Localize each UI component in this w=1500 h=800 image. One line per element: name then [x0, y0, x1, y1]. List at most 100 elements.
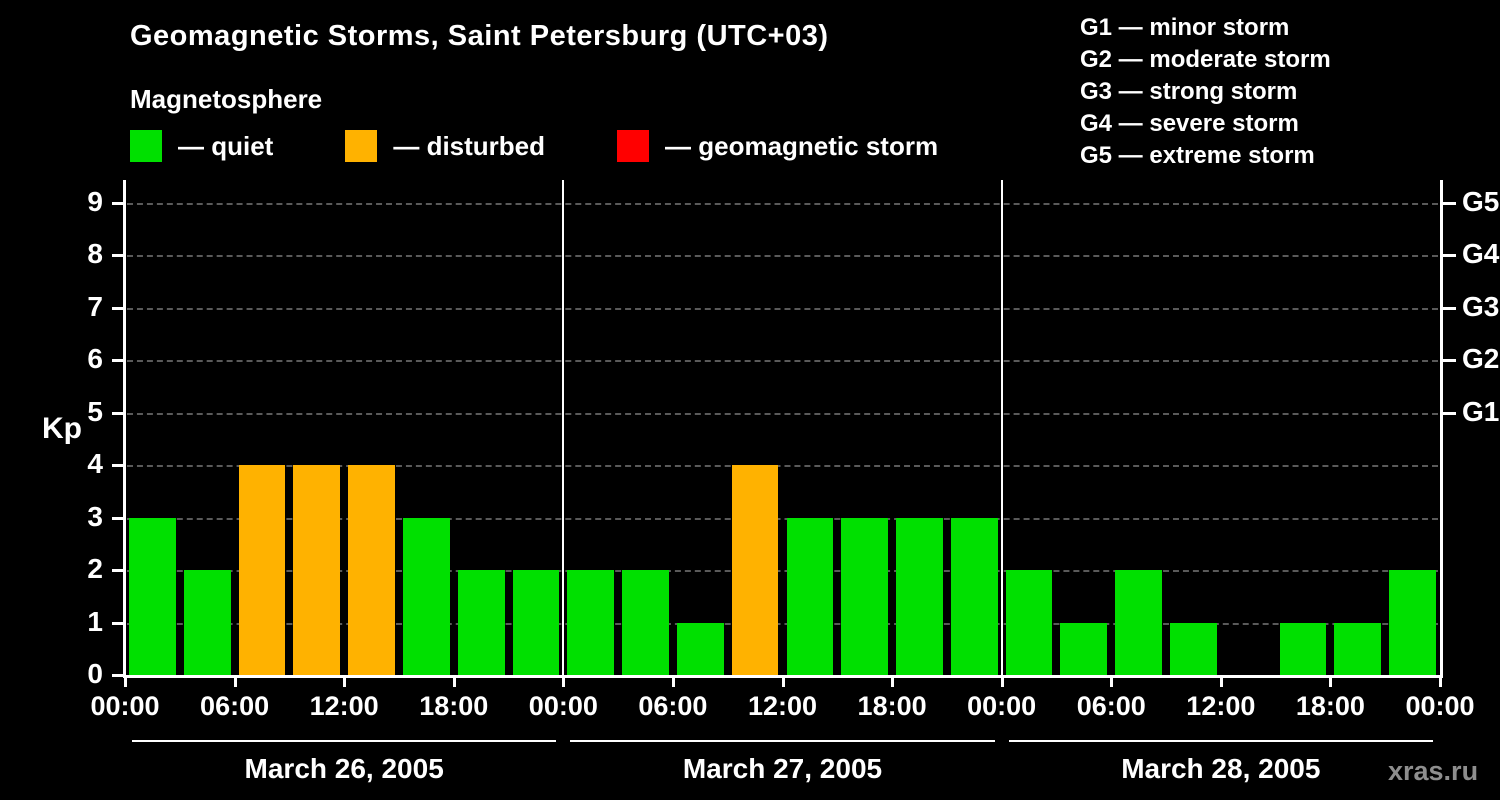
legend-item-quiet: — quiet — [130, 130, 273, 162]
watermark-xras: xras.ru — [1388, 756, 1479, 786]
x-tick — [343, 678, 347, 687]
day-separator — [562, 180, 565, 675]
day-bracket — [1008, 740, 1433, 742]
day-date-label: March 26, 2005 — [244, 753, 444, 784]
x-tick — [1439, 678, 1442, 687]
magnetosphere-label: Magnetosphere — [130, 84, 323, 114]
kp-bar-day1-slot1 — [129, 517, 176, 675]
g-label-G3: G3 — [1462, 290, 1500, 322]
y-axis-label: Kp — [42, 412, 82, 445]
x-tick-label: 06:00 — [1076, 691, 1146, 721]
x-tick — [781, 678, 785, 687]
gridline-kp-7 — [127, 307, 1438, 310]
x-tick — [1329, 678, 1333, 687]
y-tick — [112, 306, 125, 310]
day-date-label: March 28, 2005 — [1121, 753, 1321, 784]
kp-bar-day1-slot7 — [457, 570, 505, 675]
g-tick — [1443, 306, 1456, 310]
gridline-kp-3 — [127, 517, 1438, 520]
y-tick — [112, 674, 125, 677]
x-tick-label: 12:00 — [309, 691, 379, 721]
g-tick — [1443, 359, 1456, 362]
kp-bar-day2-slot4 — [731, 465, 779, 675]
x-tick-label: 00:00 — [528, 691, 598, 721]
x-tick-label: 06:00 — [200, 691, 270, 721]
kp-bar-day1-slot8 — [512, 570, 560, 675]
x-tick-label: 00:00 — [1405, 691, 1475, 721]
y-tick — [112, 254, 125, 257]
kp-bar-day2-slot7 — [896, 517, 943, 675]
storm-scale-g2: G2 — moderate storm — [1080, 46, 1331, 73]
kp-bar-day3-slot2 — [1060, 622, 1108, 675]
kp-bar-day3-slot7 — [1334, 622, 1382, 675]
kp-bar-day2-slot5 — [786, 517, 834, 675]
kp-bar-day3-slot3 — [1115, 570, 1163, 675]
x-tick — [1219, 678, 1223, 687]
x-tick — [891, 678, 895, 687]
y-tick-label-7: 7 — [87, 290, 103, 322]
kp-bar-day3-slot8 — [1389, 570, 1436, 675]
storm-scale-legend: G1 — minor storm G2 — moderate storm G3 … — [1080, 12, 1331, 172]
y-tick — [112, 464, 125, 467]
y-tick — [112, 359, 125, 362]
y-tick-label-8: 8 — [87, 238, 103, 269]
kp-bar-day2-slot3 — [676, 622, 724, 675]
x-tick — [671, 678, 675, 687]
kp-bar-day1-slot5 — [348, 465, 395, 675]
y-tick — [112, 411, 125, 415]
g-label-G5: G5 — [1462, 185, 1500, 217]
g-label-G4: G4 — [1462, 238, 1500, 269]
kp-bar-day3-slot6 — [1279, 622, 1327, 675]
gridline-kp-1 — [127, 622, 1438, 625]
kp-bar-day2-slot1 — [567, 570, 615, 675]
g-tick — [1443, 254, 1456, 257]
x-tick — [452, 678, 456, 687]
kp-bar-day1-slot4 — [293, 465, 341, 675]
x-tick — [562, 678, 566, 687]
kp-bar-day1-slot3 — [238, 465, 286, 675]
x-tick — [233, 678, 237, 687]
gridline-kp-6 — [127, 360, 1438, 362]
y-tick-label-6: 6 — [87, 343, 103, 374]
storm-scale-g5: G5 — extreme storm — [1080, 142, 1315, 169]
right-axis-line — [1440, 180, 1443, 678]
legend-item-storm: — geomagnetic storm — [617, 130, 938, 162]
x-tick-label: 12:00 — [747, 691, 818, 721]
y-tick-label-5: 5 — [87, 395, 103, 427]
day-date-label: March 27, 2005 — [682, 753, 883, 784]
gridline-kp-9 — [127, 202, 1438, 205]
kp-color-legend: — quiet — disturbed — geomagnetic storm — [130, 130, 1010, 162]
storm-scale-g1: G1 — minor storm — [1080, 14, 1290, 41]
day-bracket — [132, 740, 557, 742]
g-tick — [1443, 201, 1456, 205]
x-tick — [1000, 678, 1004, 687]
x-tick-label: 12:00 — [1186, 691, 1256, 721]
g-label-G2: G2 — [1462, 343, 1500, 374]
y-tick-label-3: 3 — [87, 500, 103, 532]
x-tick-label: 18:00 — [857, 691, 927, 721]
kp-bar-day1-slot2 — [183, 570, 231, 675]
x-tick-label: 18:00 — [1295, 691, 1365, 721]
x-tick-label: 00:00 — [967, 691, 1037, 721]
kp-bar-day3-slot1 — [1005, 570, 1053, 675]
quiet-swatch-icon — [130, 130, 162, 162]
storm-swatch-icon — [617, 130, 650, 162]
legend-quiet-label: — quiet — [178, 130, 274, 161]
x-tick — [1110, 678, 1114, 687]
day-separator — [1000, 180, 1003, 675]
gridline-kp-8 — [127, 255, 1438, 257]
gridline-kp-4 — [127, 465, 1438, 467]
y-tick-label-2: 2 — [87, 553, 103, 584]
kp-bar-day2-slot6 — [841, 517, 889, 675]
y-tick — [112, 201, 125, 205]
y-axis-line — [123, 180, 126, 678]
x-tick-label: 00:00 — [90, 691, 160, 721]
x-tick-label: 06:00 — [638, 691, 708, 721]
storm-scale-g3: G3 — strong storm — [1080, 78, 1298, 105]
disturbed-swatch-icon — [345, 130, 378, 162]
y-tick — [112, 621, 125, 625]
kp-bar-day3-slot4 — [1170, 622, 1217, 675]
g-tick — [1443, 411, 1456, 415]
